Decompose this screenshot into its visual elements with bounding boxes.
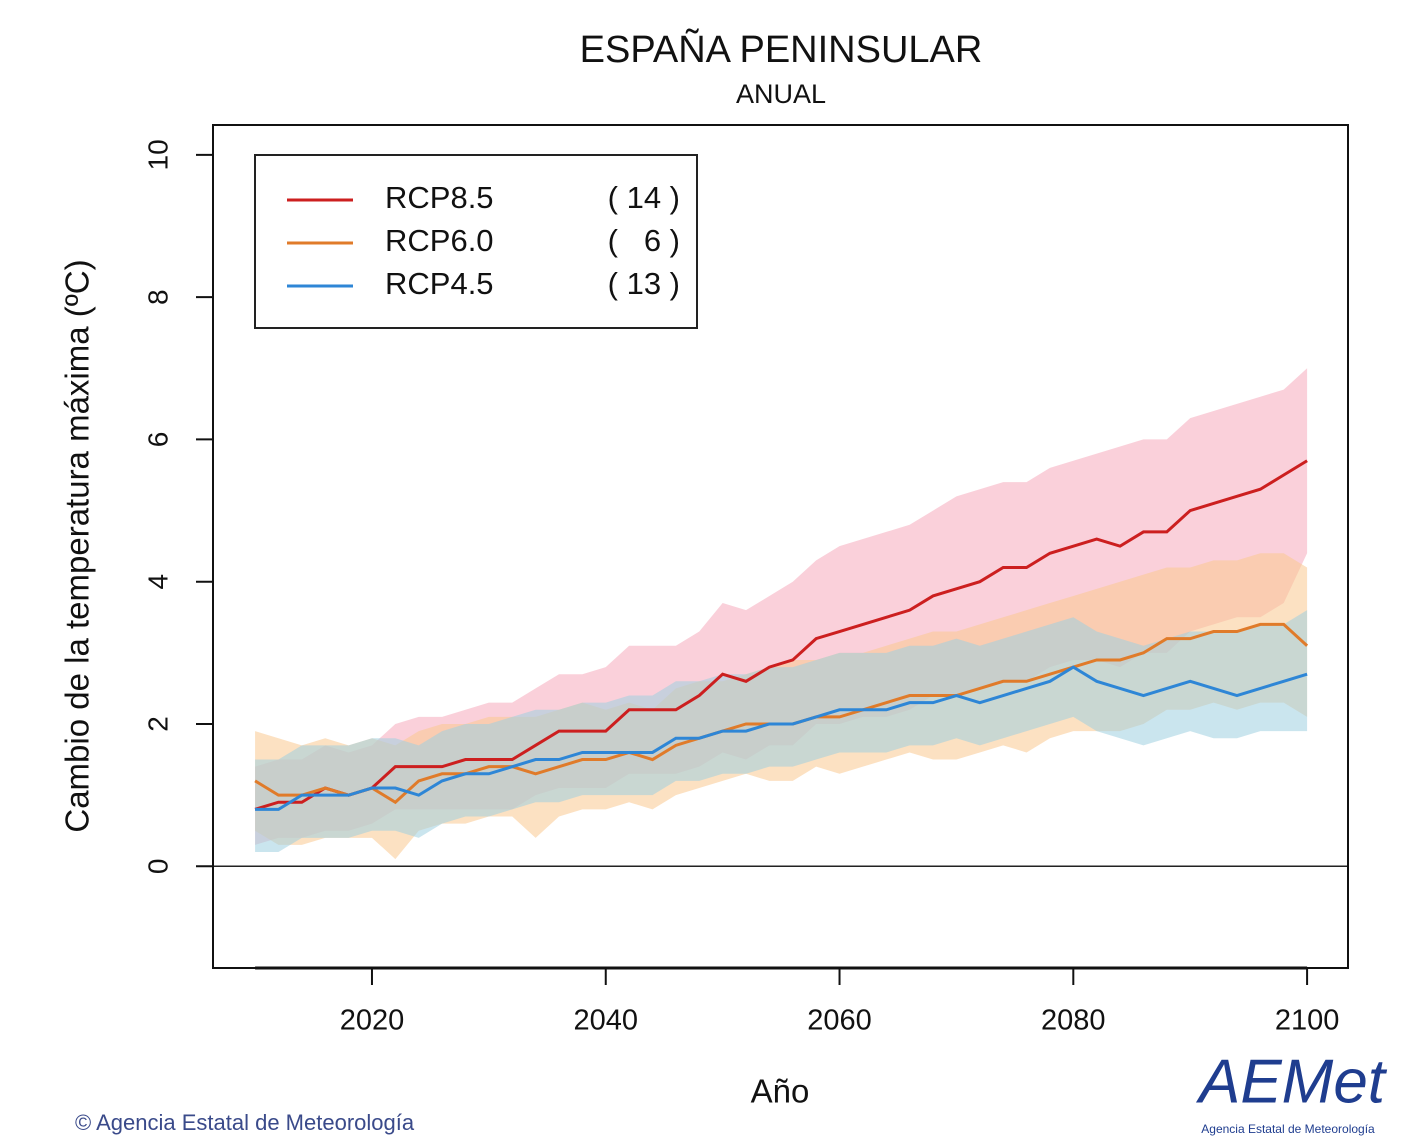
uncertainty-band xyxy=(255,610,1308,853)
series-line xyxy=(255,665,1308,811)
y-tick-label: 8 xyxy=(142,289,173,305)
y-axis-label: Cambio de la temperatura máxima (ºC) xyxy=(59,259,96,832)
y-tick-label: 6 xyxy=(142,432,173,448)
legend-label: RCP6.0 xyxy=(385,223,494,258)
logo-caption: Agencia Estatal de Meteorología xyxy=(1201,1122,1375,1136)
x-tick-label: 2060 xyxy=(807,1005,872,1037)
x-tick-label: 2040 xyxy=(573,1005,638,1037)
series-line xyxy=(254,459,1308,811)
x-tick-label: 2020 xyxy=(340,1005,405,1037)
legend-count: ( 14 ) xyxy=(608,180,680,215)
x-tick-label: 2100 xyxy=(1275,1005,1340,1037)
x-axis-label: Año xyxy=(751,1073,810,1110)
legend-count: ( 6 ) xyxy=(608,223,680,258)
y-tick-label: 0 xyxy=(142,858,173,874)
y-tick-label: 2 xyxy=(142,716,173,732)
legend-label: RCP4.5 xyxy=(385,266,494,301)
y-tick-label: 10 xyxy=(142,139,173,170)
chart-subtitle: ANUAL xyxy=(736,79,826,109)
footer: © Agencia Estatal de Meteorología xyxy=(75,1110,415,1135)
plot-area: 0 2 4 6 8 10 2020 2040 2060 2080 2100 RCP8.5 ( 14 ) R… xyxy=(142,124,1349,1037)
chart-title: ESPAÑA PENINSULAR xyxy=(580,28,983,71)
y-tick-label: 4 xyxy=(142,574,173,590)
x-tick-label: 2080 xyxy=(1041,1005,1106,1037)
logo: AEMet xyxy=(1195,1047,1388,1116)
legend-count: ( 13 ) xyxy=(608,266,680,301)
legend-label: RCP8.5 xyxy=(385,180,494,215)
